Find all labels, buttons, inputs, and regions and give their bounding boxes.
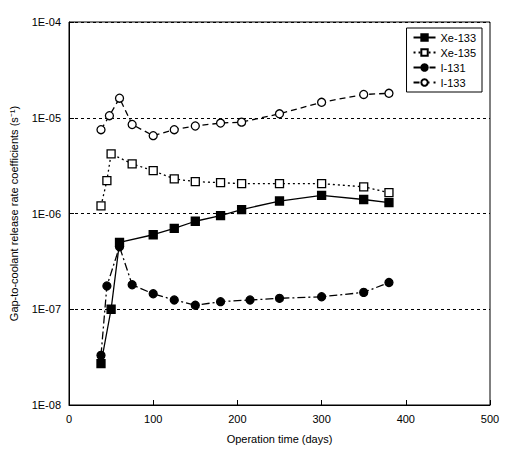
svg-text:500: 500	[481, 413, 499, 425]
svg-text:Xe-133: Xe-133	[441, 32, 476, 44]
svg-text:0: 0	[66, 413, 72, 425]
svg-text:Xe-135: Xe-135	[441, 47, 476, 59]
svg-text:1E-07: 1E-07	[32, 303, 61, 315]
svg-text:100: 100	[144, 413, 162, 425]
svg-text:400: 400	[397, 413, 415, 425]
svg-text:Gap-to-coolant release rate co: Gap-to-coolant release rate coefficients…	[8, 106, 20, 321]
svg-text:1E-06: 1E-06	[32, 208, 61, 220]
svg-text:300: 300	[312, 413, 330, 425]
svg-text:I-131: I-131	[441, 62, 466, 74]
svg-text:I-133: I-133	[441, 77, 466, 89]
svg-text:1E-05: 1E-05	[32, 112, 61, 124]
svg-text:200: 200	[228, 413, 246, 425]
svg-text:1E-04: 1E-04	[32, 16, 61, 28]
svg-text:1E-08: 1E-08	[32, 399, 61, 411]
svg-text:Operation time (days): Operation time (days)	[227, 433, 333, 445]
